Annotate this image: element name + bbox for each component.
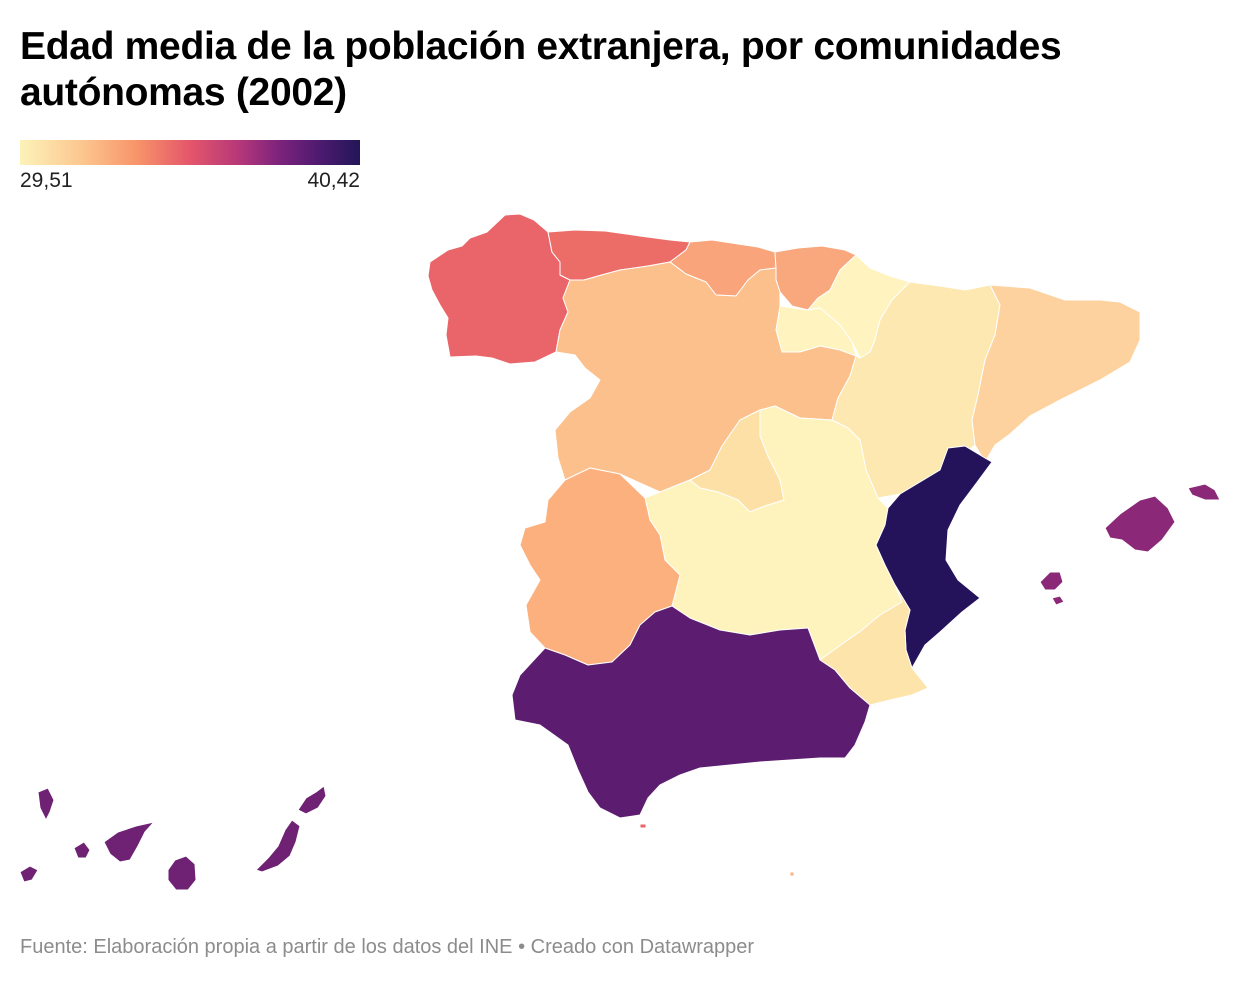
region-comunidad-valenciana[interactable] [875,445,993,669]
region-canarias-el-hierro[interactable] [19,865,39,883]
region-baleares-mallorca[interactable] [1104,495,1176,553]
region-canarias-la-palma[interactable] [37,787,55,821]
region-canarias-la-gomera[interactable] [73,841,91,859]
region-ceuta[interactable] [639,823,647,829]
region-canarias-lanzarote[interactable] [297,785,327,815]
region-baleares-formentera[interactable] [1051,595,1065,606]
chart-title: Edad media de la población extranjera, p… [20,25,1062,114]
region-melilla[interactable] [789,871,795,877]
region-cataluna[interactable] [971,284,1141,463]
legend-min-label: 29,51 [20,169,73,192]
color-scale-bar [20,140,360,165]
region-baleares-ibiza[interactable] [1039,571,1064,591]
region-baleares-menorca[interactable] [1187,483,1221,501]
region-canarias-fuerteventura[interactable] [255,819,301,873]
spain-map [19,213,1221,891]
region-andalucia[interactable] [511,605,871,819]
color-legend: 29,51 40,42 [20,140,360,197]
source-footer: Fuente: Elaboración propia a partir de l… [20,936,755,958]
region-canarias-gran-canaria[interactable] [167,855,197,891]
legend-max-label: 40,42 [307,169,360,192]
region-canarias-tenerife[interactable] [103,821,155,863]
